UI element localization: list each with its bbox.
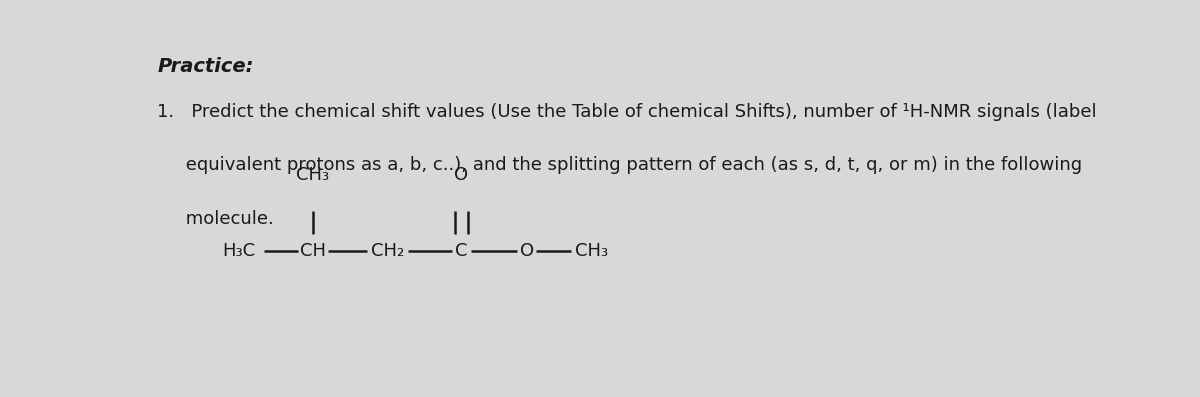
Text: O: O	[520, 242, 534, 260]
Text: equivalent protons as a, b, c..), and the splitting pattern of each (as s, d, t,: equivalent protons as a, b, c..), and th…	[157, 156, 1082, 174]
Text: C: C	[455, 242, 468, 260]
Text: H₃C: H₃C	[222, 242, 254, 260]
Text: CH₃: CH₃	[575, 242, 608, 260]
Text: O: O	[455, 166, 469, 183]
Text: CH₂: CH₂	[371, 242, 403, 260]
Text: Practice:: Practice:	[157, 57, 254, 76]
Text: CH₃: CH₃	[296, 166, 329, 183]
Text: 1.   Predict the chemical shift values (Use the Table of chemical Shifts), numbe: 1. Predict the chemical shift values (Us…	[157, 103, 1097, 121]
Text: molecule.: molecule.	[157, 210, 274, 227]
Text: CH: CH	[300, 242, 325, 260]
